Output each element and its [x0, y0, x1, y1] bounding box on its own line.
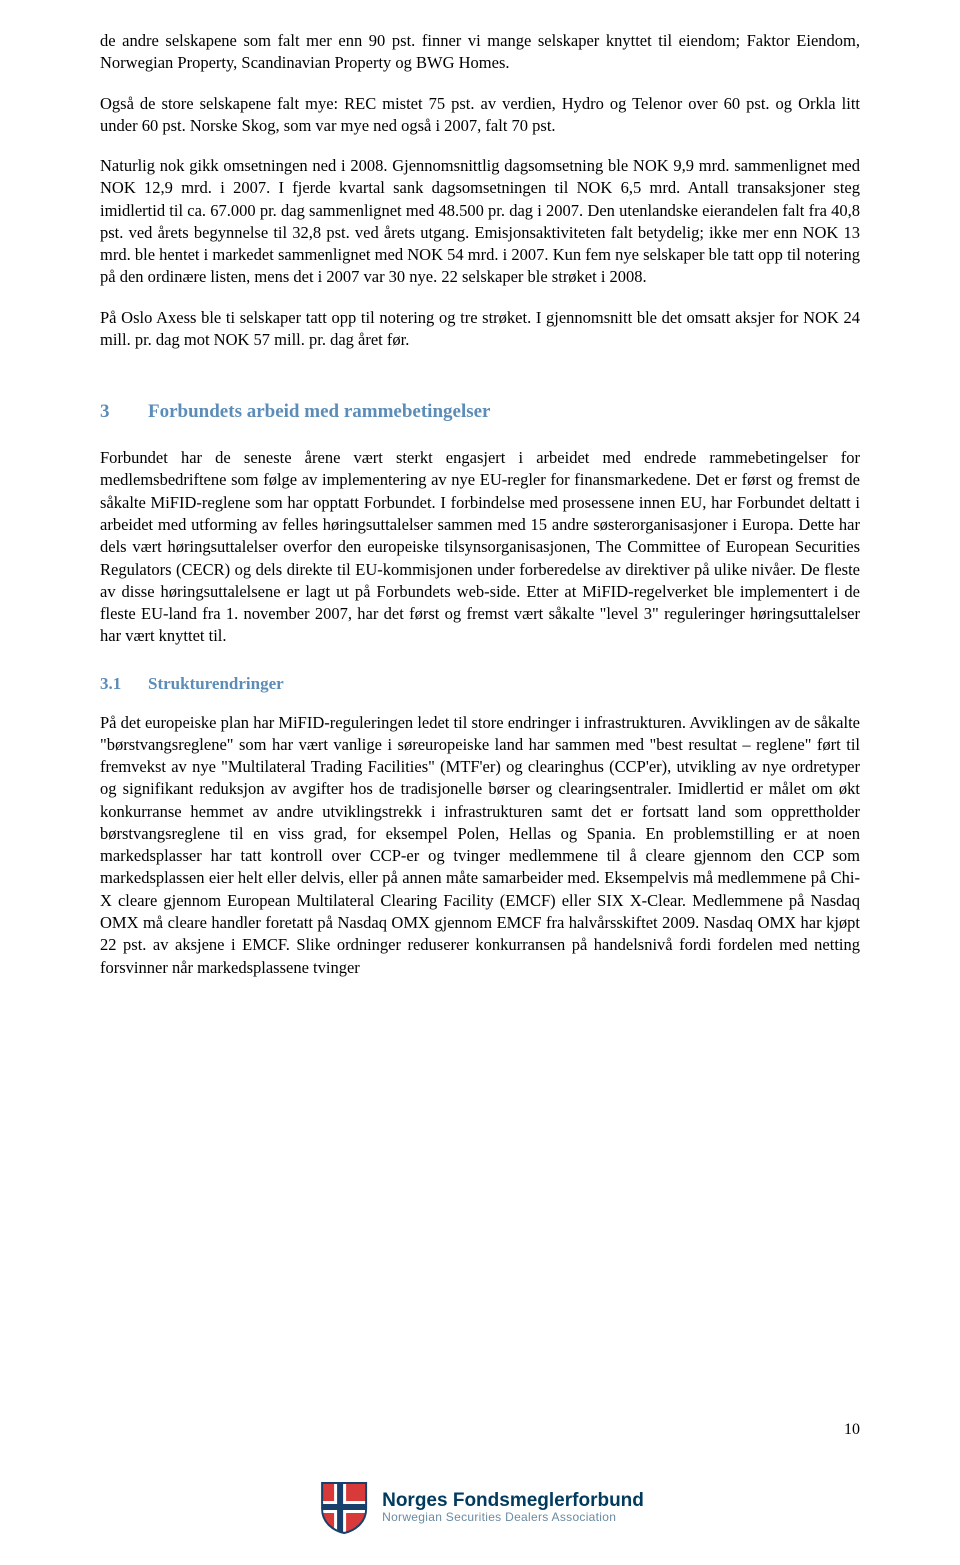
norwegian-flag-shield-icon — [316, 1479, 372, 1535]
footer-logo: Norges Fondsmeglerforbund Norwegian Secu… — [316, 1479, 644, 1535]
body-paragraph: de andre selskapene som falt mer enn 90 … — [100, 30, 860, 75]
logo-subtitle: Norwegian Securities Dealers Association — [382, 1511, 644, 1524]
body-paragraph: På det europeiske plan har MiFID-reguler… — [100, 712, 860, 979]
section-number: 3 — [100, 401, 148, 423]
subsection-number: 3.1 — [100, 674, 148, 694]
logo-title: Norges Fondsmeglerforbund — [382, 1491, 644, 1511]
logo-text: Norges Fondsmeglerforbund Norwegian Secu… — [382, 1491, 644, 1524]
section-heading-3: 3Forbundets arbeid med rammebetingelser — [100, 401, 860, 423]
body-paragraph: Forbundet har de seneste årene vært ster… — [100, 447, 860, 647]
subsection-title: Strukturendringer — [148, 674, 284, 693]
body-paragraph: På Oslo Axess ble ti selskaper tatt opp … — [100, 307, 860, 352]
page-number: 10 — [844, 1421, 860, 1439]
section-title: Forbundets arbeid med rammebetingelser — [148, 401, 490, 422]
body-paragraph: Også de store selskapene falt mye: REC m… — [100, 93, 860, 138]
body-paragraph: Naturlig nok gikk omsetningen ned i 2008… — [100, 155, 860, 289]
subsection-heading-3-1: 3.1Strukturendringer — [100, 674, 860, 694]
